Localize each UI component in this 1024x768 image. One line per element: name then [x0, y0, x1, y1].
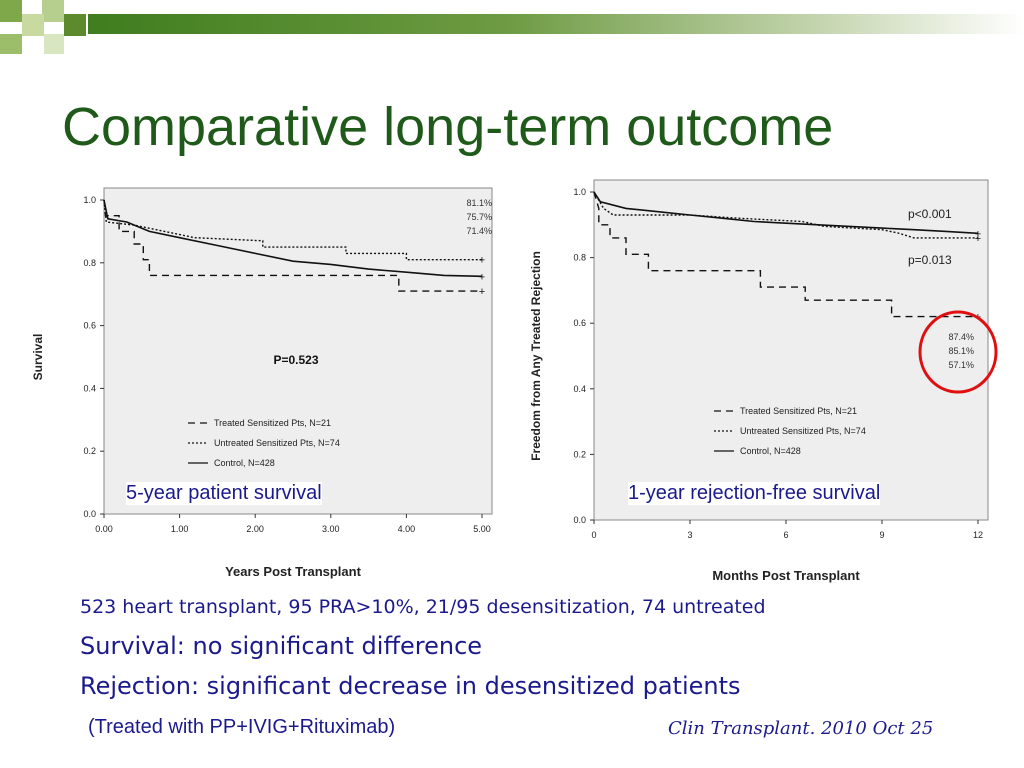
bullet-study-summary: 523 heart transplant, 95 PRA>10%, 21/95 … — [80, 596, 766, 618]
highlight-circle — [918, 310, 998, 394]
survival-series-solid-line — [103, 199, 483, 278]
survival-series-dashed-line — [103, 199, 482, 292]
survival-x-axis-label: Years Post Transplant — [225, 564, 362, 579]
rejection-series-end-marker: + — [975, 233, 981, 245]
rejection-chart: 0.0 0.2 0.4 0.6 0.8 1.0 0 3 6 9 12 Months Post Tran… — [524, 172, 1000, 586]
rejection-chart-caption: 1-year rejection-free survival — [628, 482, 881, 505]
rejection-y-tick-label: 0.2 — [573, 449, 586, 459]
rejection-legend-label: Treated Sensitized Pts, N=21 — [740, 406, 857, 416]
survival-chart: 0.0 0.2 0.4 0.6 0.8 1.0 0.00 1.00 2.00 3.00 4.00 5.… — [28, 180, 518, 582]
rejection-plot-area — [593, 179, 989, 521]
survival-series-end-marker: + — [479, 286, 485, 298]
rejection-y-axis-label: Freedom from Any Treated Rejection — [529, 251, 543, 461]
rejection-x-tick-label: 3 — [687, 530, 692, 540]
corner-square-6 — [44, 34, 64, 54]
survival-chart-svg: 0.0 0.2 0.4 0.6 0.8 1.0 0.00 1.00 2.00 3.00 4.00 5.… — [31, 187, 493, 579]
rejection-end-label: 85.1% — [948, 346, 974, 356]
corner-square-1 — [0, 0, 22, 22]
survival-legend-label: Treated Sensitized Pts, N=21 — [214, 418, 331, 428]
citation: Clin Transplant. 2010 Oct 25 — [668, 718, 934, 739]
rejection-p-value-untreated: p=0.013 — [908, 253, 952, 267]
rejection-end-label: 57.1% — [948, 360, 974, 370]
survival-x-tick-label: 0.00 — [95, 524, 113, 534]
rejection-p-value-treated: p<0.001 — [908, 207, 952, 221]
rejection-x-tick-label: 9 — [879, 530, 884, 540]
survival-y-axis-label: Survival — [31, 334, 45, 381]
survival-end-label: 71.4% — [466, 226, 492, 236]
rejection-y-tick-label: 0.4 — [573, 384, 586, 394]
rejection-x-tick-label: 12 — [973, 530, 983, 540]
rejection-legend-label: Control, N=428 — [740, 446, 801, 456]
rejection-chart-svg: 0.0 0.2 0.4 0.6 0.8 1.0 0 3 6 9 12 Months Post Tran… — [529, 179, 998, 583]
survival-series-dotted-line — [103, 199, 482, 261]
rejection-series-dashed-line — [593, 191, 978, 318]
survival-legend-label: Untreated Sensitized Pts, N=74 — [214, 438, 340, 448]
rejection-y-tick-label: 0.8 — [573, 253, 586, 263]
survival-x-tick-label: 1.00 — [171, 524, 189, 534]
rejection-series-solid-line — [593, 191, 979, 235]
survival-end-label: 75.7% — [466, 212, 492, 222]
corner-square-2 — [42, 0, 64, 22]
header-gradient-bar — [88, 14, 1024, 34]
survival-series-end-marker: + — [479, 271, 485, 283]
survival-x-tick-label: 4.00 — [398, 524, 416, 534]
rejection-y-tick-label: 1.0 — [573, 187, 586, 197]
survival-plot-area — [103, 187, 493, 515]
bullet-rejection: Rejection: significant decrease in desen… — [80, 672, 741, 700]
rejection-series-end-marker: + — [975, 228, 981, 240]
survival-y-tick-label: 0.6 — [83, 321, 96, 331]
rejection-x-axis-label: Months Post Transplant — [712, 568, 860, 583]
survival-x-tick-label: 2.00 — [246, 524, 264, 534]
survival-y-tick-label: 0.4 — [83, 383, 96, 393]
corner-square-5 — [0, 34, 22, 54]
survival-series-end-marker: + — [479, 255, 485, 267]
rejection-x-tick-label: 6 — [783, 530, 788, 540]
survival-x-tick-label: 3.00 — [322, 524, 340, 534]
rejection-x-tick-label: 0 — [591, 530, 596, 540]
survival-y-tick-label: 0.0 — [83, 509, 96, 519]
survival-y-tick-label: 0.2 — [83, 446, 96, 456]
survival-y-tick-label: 1.0 — [83, 195, 96, 205]
rejection-end-label: 87.4% — [948, 332, 974, 342]
rejection-legend-label: Untreated Sensitized Pts, N=74 — [740, 426, 866, 436]
rejection-y-tick-label: 0.0 — [573, 515, 586, 525]
survival-end-label: 81.1% — [466, 198, 492, 208]
slide-title: Comparative long-term outcome — [62, 97, 834, 157]
corner-square-3 — [22, 14, 44, 36]
bullet-survival: Survival: no significant difference — [80, 632, 483, 660]
survival-legend-label: Control, N=428 — [214, 458, 275, 468]
corner-square-4 — [64, 14, 86, 36]
survival-x-tick-label: 5.00 — [473, 524, 491, 534]
survival-p-value: P=0.523 — [273, 353, 318, 367]
treatment-note: (Treated with PP+IVIG+Rituximab) — [88, 716, 396, 738]
rejection-y-tick-label: 0.6 — [573, 318, 586, 328]
survival-chart-caption: 5-year patient survival — [126, 482, 322, 505]
survival-y-tick-label: 0.8 — [83, 258, 96, 268]
